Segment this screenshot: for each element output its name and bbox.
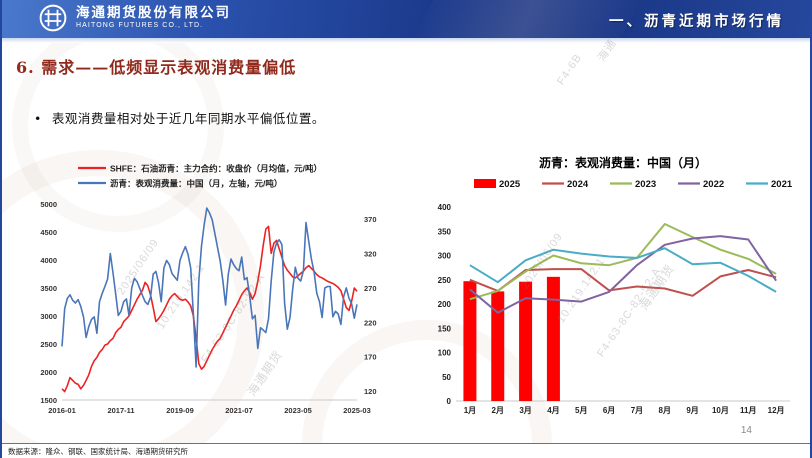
- x-tick: 7月: [631, 406, 643, 415]
- x-tick: 2017-11: [107, 406, 134, 415]
- bullet-text: 表观消费量相对处于近几年同期水平偏低位置。: [51, 111, 325, 126]
- footer-source: 数据来源：隆众、钢联、国家统计局、海通期货研究所: [2, 443, 810, 458]
- legend-label-shfe-price: SHFE：石油沥青：主力合约：收盘价（月均值，元/吨）: [110, 164, 322, 174]
- y-left-tick: 2500: [40, 340, 57, 349]
- x-tick: 3月: [519, 406, 531, 415]
- slide-title: 6. 需求——低频显示表观消费量偏低: [16, 58, 297, 77]
- header-bar: 海通期货股份有限公司 HAITONG FUTURES CO., LTD. 一、沥…: [2, 0, 810, 43]
- x-tick: 10月: [712, 406, 729, 415]
- bar-2025-1月: [463, 281, 477, 401]
- x-tick: 2019-09: [166, 406, 194, 415]
- line-2024: [469, 268, 777, 297]
- x-tick: 12月: [768, 406, 785, 415]
- bullet-dot: •: [34, 111, 42, 126]
- bar-2025-4月: [546, 276, 560, 401]
- y-right-tick: 170: [364, 353, 377, 362]
- company-name-cn: 海通期货股份有限公司: [76, 5, 231, 21]
- y-right-tick: 320: [364, 250, 377, 259]
- price-consumption-line-chart: 5000 4500 4000 3500 3000 2500 2000 1500 370 320 27…: [40, 164, 377, 416]
- x-tick: 5月: [575, 406, 587, 415]
- x-tick: 9月: [686, 406, 698, 415]
- x-tick: 1月: [464, 406, 476, 415]
- y-left-tick: 4000: [40, 256, 57, 265]
- y-tick: 300: [438, 252, 452, 261]
- brand-text: 海通期货股份有限公司 HAITONG FUTURES CO., LTD.: [76, 6, 231, 30]
- series-apparent-consumption: [61, 207, 358, 368]
- y-tick: 0: [447, 397, 452, 406]
- series-shfe-price: [61, 225, 358, 393]
- legend-label-2022: 2022: [703, 179, 724, 190]
- y-right-tick: 270: [364, 284, 377, 293]
- legend-label-2023: 2023: [635, 179, 656, 190]
- y-left-tick: 3000: [40, 312, 57, 321]
- x-tick: 4月: [547, 406, 559, 415]
- y-tick: 150: [438, 324, 452, 333]
- section-title: 一、沥青近期市场行情: [609, 13, 784, 30]
- brand: 海通期货股份有限公司 HAITONG FUTURES CO., LTD.: [38, 3, 231, 33]
- y-tick: 50: [442, 373, 451, 382]
- bar-2025-2月: [491, 291, 505, 401]
- line-2023: [469, 223, 777, 301]
- y-right-tick: 220: [364, 318, 377, 327]
- x-tick: 2016-01: [48, 406, 76, 415]
- y-left-tick: 4500: [40, 228, 57, 237]
- y-tick: 250: [438, 276, 452, 285]
- bullet-line: • 表观消费量相对处于近几年同期水平偏低位置。: [34, 108, 325, 127]
- chart2-title: 沥青：表观消费量：中国（月）: [539, 155, 707, 170]
- x-tick: 11月: [740, 406, 756, 415]
- y-left-tick: 2000: [40, 368, 57, 377]
- x-tick: 2025-03: [343, 406, 371, 415]
- y-right-tick: 120: [364, 387, 377, 396]
- x-tick: 2023-05: [284, 406, 312, 415]
- y-tick: 100: [438, 349, 452, 358]
- legend-label-2025: 2025: [499, 179, 521, 190]
- legend-label-apparent-consumption: 沥青：表观消费量：中国（月，左轴，元/吨）: [110, 179, 282, 189]
- legend-label-2021: 2021: [771, 179, 793, 190]
- y-tick: 400: [438, 203, 452, 212]
- y-left-tick: 5000: [40, 200, 57, 209]
- x-tick: 2月: [492, 406, 504, 415]
- monthly-consumption-seasonal-chart: 沥青：表观消费量：中国（月） 2025 2024 2023 2022 2021 400 350…: [438, 155, 793, 415]
- haitong-logo-icon: [39, 4, 67, 32]
- legend-label-2024: 2024: [567, 179, 589, 190]
- bar-2025-3月: [519, 281, 533, 401]
- y-left-tick: 1500: [40, 396, 57, 405]
- page-number: 14: [740, 425, 752, 436]
- company-name-en: HAITONG FUTURES CO., LTD.: [76, 22, 204, 29]
- legend-swatch-2025: [474, 179, 496, 188]
- x-tick: 8月: [659, 406, 671, 415]
- y-right-tick: 370: [364, 215, 377, 224]
- watermark-text: F4-6B: [555, 51, 585, 88]
- y-left-tick: 3500: [40, 284, 57, 293]
- line-2022: [469, 235, 777, 314]
- line-2021: [469, 247, 777, 293]
- x-tick: 6月: [603, 406, 615, 415]
- y-tick: 350: [438, 227, 452, 236]
- y-tick: 200: [438, 300, 452, 309]
- x-tick: 2021-07: [225, 406, 253, 415]
